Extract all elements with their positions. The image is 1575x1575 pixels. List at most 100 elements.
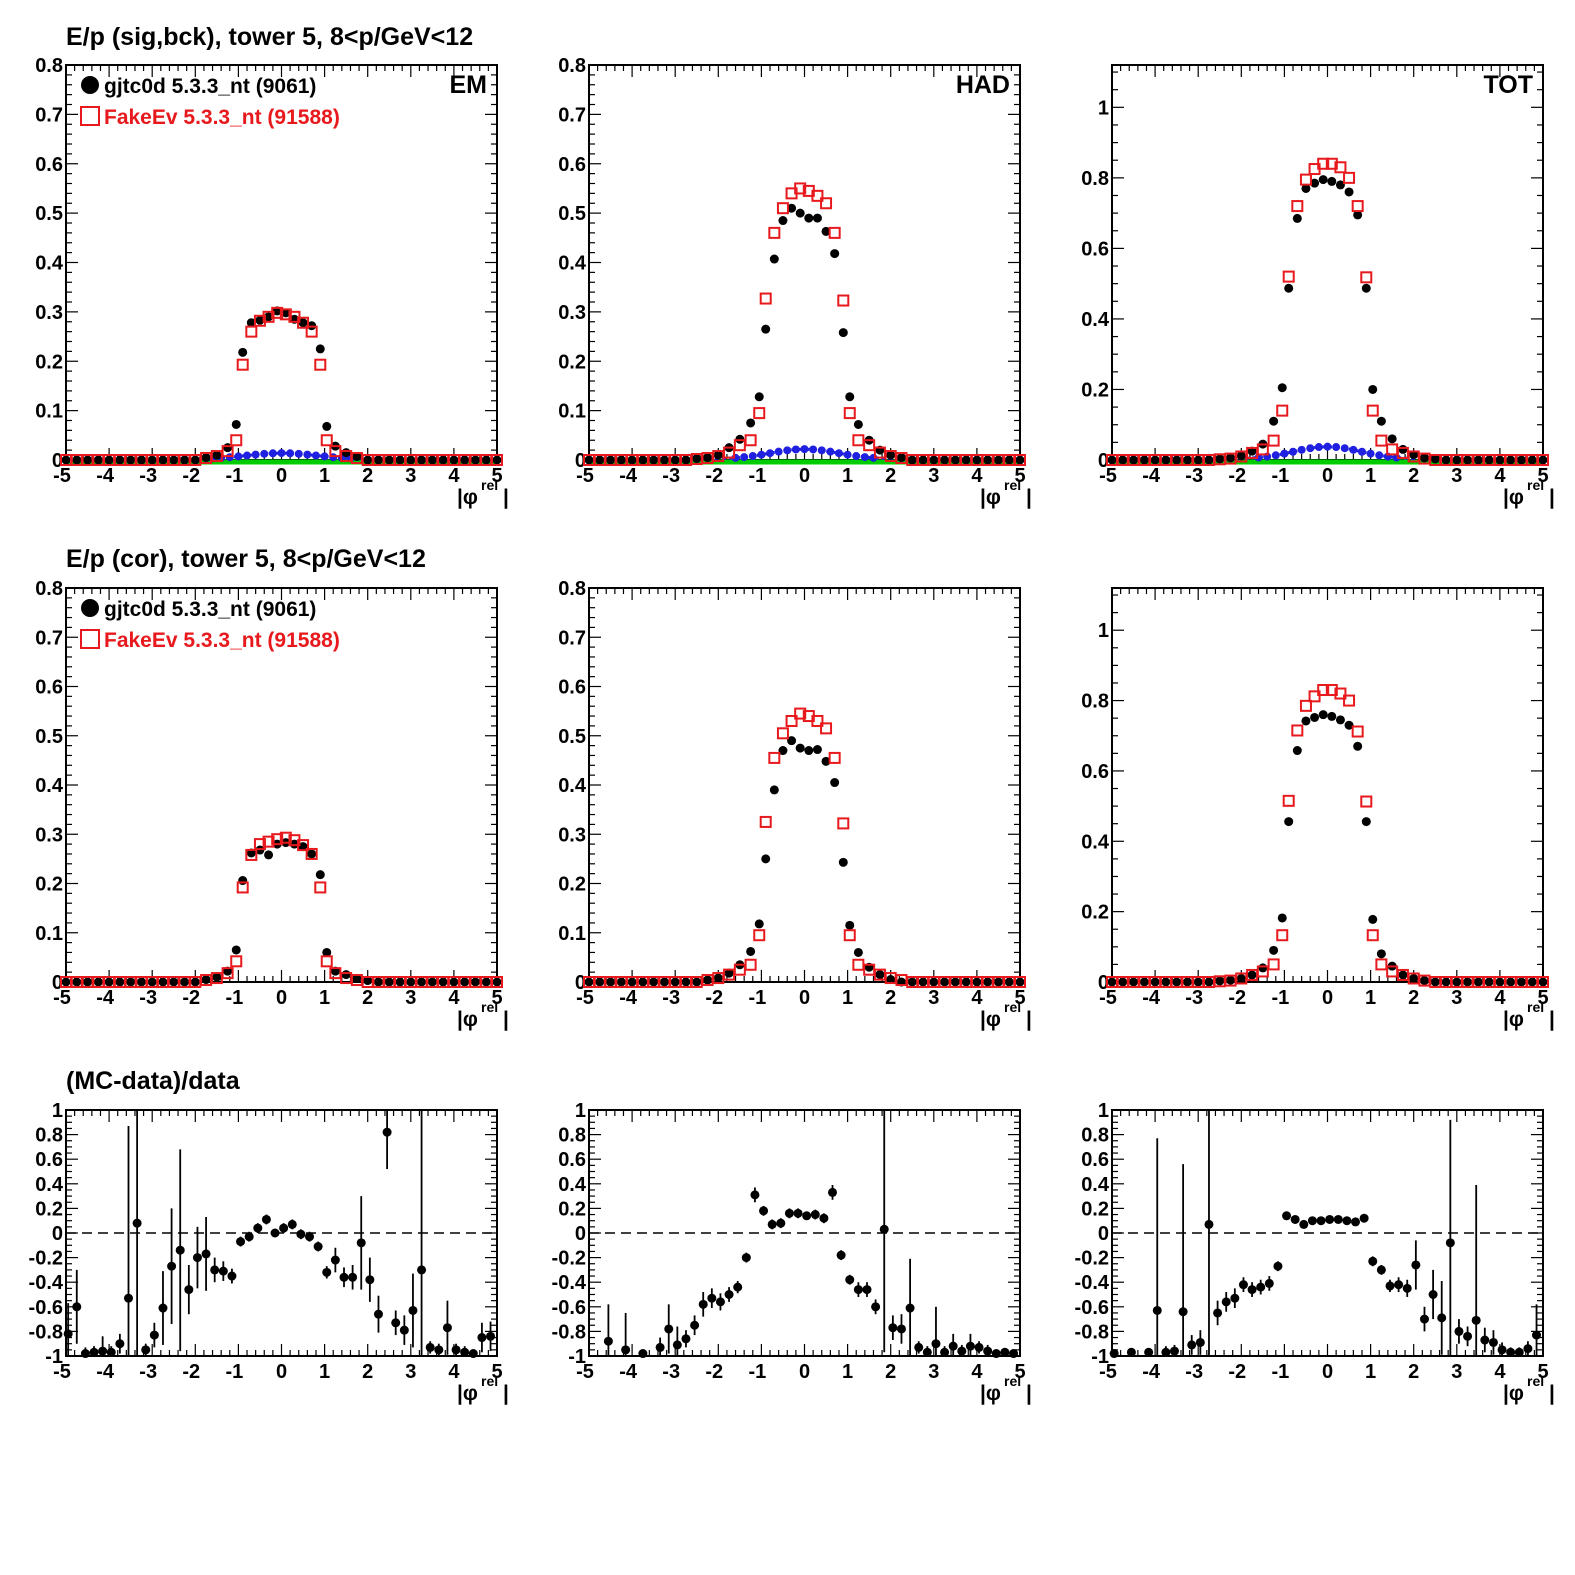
- series-mc: [1106, 684, 1549, 988]
- data-point-mc: [305, 325, 318, 338]
- bck-blue-point: [817, 446, 826, 455]
- y-tick-label: 0.5: [558, 726, 586, 748]
- data-point-data: [1161, 1347, 1171, 1357]
- data-point-data: [1523, 1344, 1533, 1354]
- x-tick-label: 1: [319, 465, 330, 487]
- x-tick-label: -1: [226, 987, 244, 1009]
- data-point-data: [1277, 913, 1287, 923]
- data-point-data: [1152, 1305, 1162, 1315]
- data-point-data: [692, 977, 702, 987]
- x-tick-label: -1: [226, 1361, 244, 1383]
- x-axis-label: |φ: [980, 1382, 1001, 1405]
- data-point-data: [1376, 1265, 1386, 1275]
- x-tick-label: -3: [1185, 1361, 1203, 1383]
- data-point-data: [787, 736, 797, 746]
- data-point-mc: [253, 838, 266, 851]
- data-point-data: [845, 392, 855, 402]
- x-tick-label: 1: [1365, 465, 1376, 487]
- data-point-mc: [1276, 404, 1289, 417]
- x-tick-label: 3: [928, 987, 939, 1009]
- y-tick-label: 0.2: [558, 1198, 586, 1220]
- data-point-data: [1430, 454, 1440, 464]
- data-point-data: [1527, 977, 1537, 987]
- x-tick-label: 4: [971, 987, 983, 1009]
- bck-blue-point: [852, 452, 861, 461]
- data-point-data: [1538, 455, 1548, 465]
- data-point-data: [787, 203, 797, 213]
- data-point-data: [289, 839, 299, 849]
- data-point-data: [1318, 710, 1328, 720]
- data-point-data: [1318, 175, 1328, 185]
- data-point-data: [106, 1347, 116, 1357]
- x-tick-label: -1: [1272, 465, 1290, 487]
- data-point-data: [972, 455, 982, 465]
- x-tick-label: -3: [662, 987, 680, 1009]
- data-point-data: [664, 1324, 674, 1334]
- y-tick-label: -0.8: [29, 1321, 63, 1343]
- data-point-data: [750, 1190, 760, 1200]
- bck-blue-point: [1297, 445, 1306, 454]
- data-point-mc: [230, 434, 243, 447]
- data-point-mc: [1282, 794, 1295, 807]
- data-point-data: [793, 1208, 803, 1218]
- data-point-data: [1282, 1211, 1292, 1221]
- data-point-data: [1193, 977, 1203, 987]
- data-point-data: [255, 315, 265, 325]
- data-point-data: [264, 850, 274, 860]
- data-point-data: [72, 455, 82, 465]
- data-point-data: [724, 968, 734, 978]
- y-tick-label: -0.2: [1075, 1248, 1109, 1270]
- data-point-data: [89, 1347, 99, 1357]
- data-point-data: [1463, 455, 1473, 465]
- data-point-data: [1452, 977, 1462, 987]
- data-point-data: [616, 455, 626, 465]
- data-point-data: [451, 1345, 461, 1355]
- x-tick-label: 0: [276, 987, 287, 1009]
- data-point-data: [1273, 1261, 1283, 1271]
- data-point-data: [940, 977, 950, 987]
- data-point-data: [270, 1228, 280, 1238]
- bck-blue-point: [303, 450, 312, 459]
- data-point-data: [1484, 455, 1494, 465]
- data-point-mc: [843, 929, 856, 942]
- data-point-data: [1247, 1285, 1257, 1295]
- y-tick-label: 0.2: [1081, 379, 1109, 401]
- data-point-data: [1441, 455, 1451, 465]
- data-point-data: [828, 1187, 838, 1197]
- data-point-data: [417, 977, 427, 987]
- y-tick-label: 0.2: [1081, 902, 1109, 924]
- y-tick-label: -0.8: [1075, 1321, 1109, 1343]
- data-point-data: [1126, 1347, 1136, 1357]
- data-point-data: [1256, 1282, 1266, 1292]
- x-tick-label: 3: [928, 465, 939, 487]
- data-point-mc: [753, 407, 766, 420]
- data-point-data: [853, 419, 863, 429]
- data-point-data: [169, 977, 179, 987]
- data-point-data: [862, 1285, 872, 1295]
- data-point-data: [1269, 945, 1279, 955]
- data-point-mc: [253, 314, 266, 327]
- data-point-data: [957, 1346, 967, 1356]
- x-tick-label: 0: [276, 465, 287, 487]
- data-point-data: [659, 977, 669, 987]
- y-tick-label: -0.8: [552, 1321, 586, 1343]
- data-point-data: [638, 977, 648, 987]
- data-point-data: [1301, 716, 1311, 726]
- y-tick-label: 0.8: [558, 578, 586, 600]
- data-point-data: [1441, 977, 1451, 987]
- data-point-data: [778, 746, 788, 756]
- data-point-data: [1161, 977, 1171, 987]
- data-point-data: [1368, 384, 1378, 394]
- data-point-data: [72, 1302, 82, 1312]
- y-tick-label: 0.7: [558, 627, 586, 649]
- data-point-data: [1495, 977, 1505, 987]
- data-point-data: [1473, 977, 1483, 987]
- data-point-data: [341, 970, 351, 980]
- data-point-data: [603, 1336, 613, 1346]
- y-tick-label: 0.3: [35, 824, 63, 846]
- data-point-data: [754, 919, 764, 929]
- x-tick-label: -2: [182, 465, 200, 487]
- data-point-data: [812, 745, 822, 755]
- y-tick-label: 1: [1098, 97, 1109, 119]
- data-point-data: [298, 842, 308, 852]
